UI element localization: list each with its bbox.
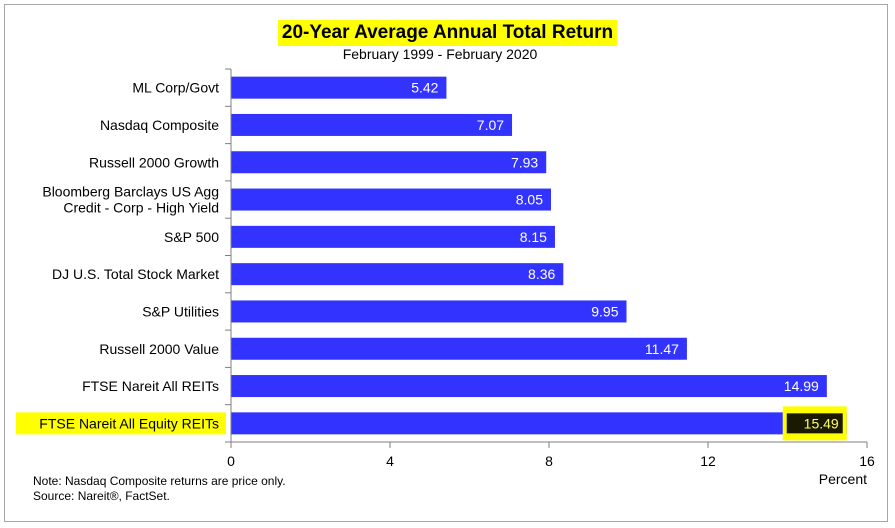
category-label: S&P Utilities <box>142 303 219 319</box>
bar <box>231 412 847 435</box>
value-label: 8.15 <box>520 229 547 245</box>
x-tick-label: 12 <box>700 453 716 469</box>
note-text: Note: Nasdaq Composite returns are price… <box>33 474 286 488</box>
value-label: 7.07 <box>477 117 504 133</box>
category-label: S&P 500 <box>164 229 219 245</box>
bar <box>231 151 547 174</box>
chart-title-wrap: 20-Year Average Annual Total Return <box>0 20 895 46</box>
source-text: Source: Nareit®, FactSet. <box>33 489 170 503</box>
x-tick-label: 16 <box>859 453 875 469</box>
x-axis-label: Percent <box>819 471 867 487</box>
value-label: 5.42 <box>411 80 438 96</box>
category-label: FTSE Nareit All REITs <box>82 378 219 394</box>
bar <box>231 76 447 99</box>
category-label: Bloomberg Barclays US Agg <box>42 184 219 200</box>
category-label: ML Corp/Govt <box>132 80 219 96</box>
category-label: Credit - Corp - High Yield <box>63 200 219 216</box>
value-label: 8.05 <box>516 192 543 208</box>
bar <box>231 300 627 323</box>
x-tick-label: 4 <box>386 453 394 469</box>
bar <box>231 337 687 360</box>
value-label: 9.95 <box>591 303 618 319</box>
value-label: 7.93 <box>511 154 538 170</box>
category-label: Russell 2000 Growth <box>89 154 219 170</box>
value-label: 15.49 <box>804 415 839 431</box>
bar <box>231 375 827 398</box>
category-label: DJ U.S. Total Stock Market <box>52 266 219 282</box>
bar <box>231 225 555 248</box>
bar <box>231 188 551 211</box>
value-label: 8.36 <box>528 266 555 282</box>
chart-subtitle: February 1999 - February 2020 <box>342 46 538 62</box>
value-label: 11.47 <box>645 341 679 357</box>
category-highlight <box>16 412 226 435</box>
category-label: FTSE Nareit All Equity REITs <box>39 415 219 431</box>
category-label: Russell 2000 Value <box>99 341 219 357</box>
x-tick-label: 8 <box>545 453 553 469</box>
value-label: 14.99 <box>784 378 819 394</box>
value-highlight-inner <box>786 413 843 434</box>
chart-title: 20-Year Average Annual Total Return <box>277 20 618 46</box>
x-tick-label: 0 <box>227 453 235 469</box>
category-label: Nasdaq Composite <box>100 117 219 133</box>
bar <box>231 113 513 136</box>
bar <box>231 263 564 286</box>
